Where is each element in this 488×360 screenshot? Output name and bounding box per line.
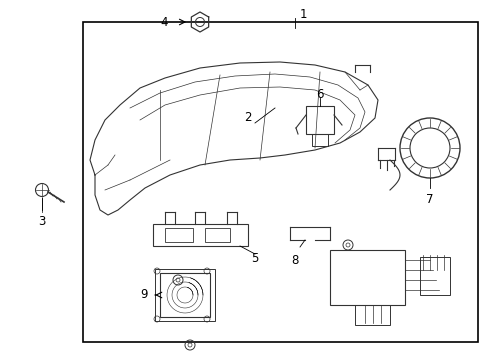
Text: 6: 6 — [316, 89, 323, 102]
Text: 2: 2 — [244, 112, 251, 125]
Text: 4: 4 — [160, 15, 168, 28]
Text: 9: 9 — [140, 288, 148, 301]
Text: 5: 5 — [251, 252, 258, 265]
Bar — [311, 134, 327, 146]
Text: 7: 7 — [426, 193, 433, 207]
Bar — [305, 106, 333, 134]
Bar — [419, 257, 449, 295]
Text: 8: 8 — [291, 253, 298, 266]
Bar — [155, 269, 215, 321]
Bar — [83, 22, 477, 342]
Bar — [204, 228, 229, 242]
Bar — [160, 273, 209, 317]
Bar — [354, 305, 389, 325]
Text: 1: 1 — [299, 9, 307, 22]
Bar — [164, 228, 193, 242]
Bar — [329, 250, 404, 305]
Bar — [153, 224, 247, 246]
Text: 3: 3 — [38, 216, 45, 229]
